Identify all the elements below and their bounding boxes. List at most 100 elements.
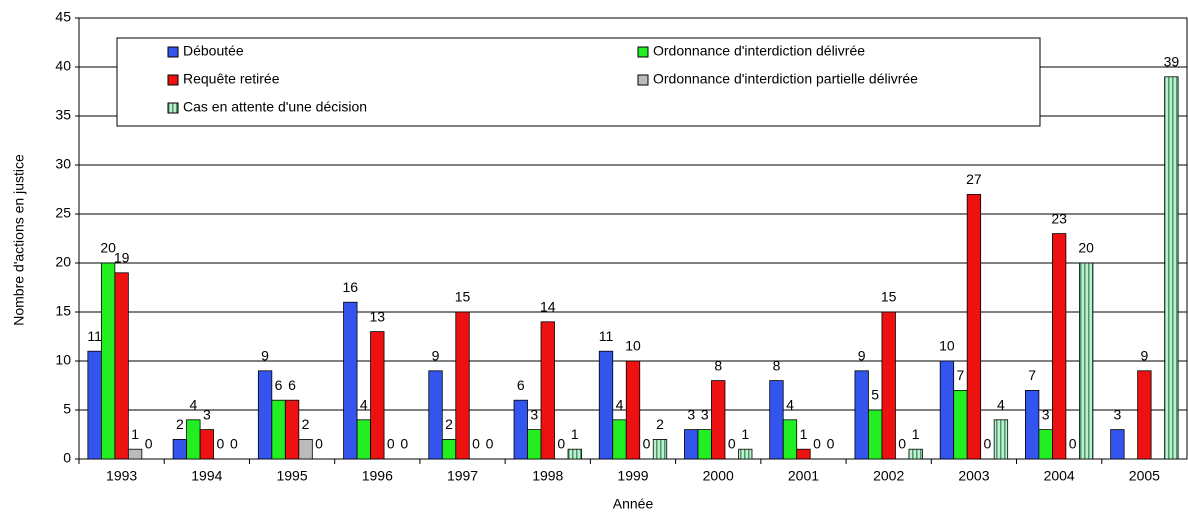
value-label: 1	[800, 426, 808, 442]
value-label: 0	[216, 436, 224, 452]
legend-swatch	[637, 74, 649, 86]
bar	[513, 399, 528, 460]
value-label: 9	[858, 348, 866, 364]
value-label: 2	[176, 416, 184, 432]
value-label: 5	[871, 387, 879, 403]
bar	[257, 370, 273, 460]
bar	[966, 193, 982, 460]
bar	[939, 360, 955, 460]
bar	[1052, 233, 1067, 460]
value-label: 1	[571, 426, 579, 442]
value-label: 10	[939, 338, 955, 354]
value-label: 4	[616, 397, 624, 413]
x-tick-label: 1997	[447, 468, 478, 484]
bar	[114, 272, 129, 460]
value-label: 3	[203, 406, 211, 422]
bar	[1164, 76, 1179, 460]
bar	[908, 448, 923, 460]
x-tick-label: 2001	[788, 468, 819, 484]
bar	[186, 419, 201, 460]
bar	[370, 331, 385, 460]
value-label: 16	[343, 279, 359, 295]
bar	[769, 380, 784, 460]
bar	[1038, 429, 1053, 460]
bar	[953, 389, 968, 460]
legend-swatch	[637, 46, 649, 58]
value-label: 6	[517, 377, 525, 393]
bar	[284, 399, 300, 460]
x-tick-label: 1998	[532, 468, 563, 484]
bar	[652, 438, 668, 460]
legend-label: Cas en attente d'une décision	[183, 99, 367, 115]
x-axis-title: Année	[613, 496, 654, 512]
y-tick-label: 30	[55, 156, 71, 172]
x-tick-label: 1994	[191, 468, 222, 484]
bar	[127, 448, 143, 460]
value-label: 4	[360, 397, 368, 413]
value-label: 0	[230, 436, 238, 452]
value-label: 11	[599, 328, 614, 344]
legend-swatch	[167, 74, 179, 86]
value-label: 14	[540, 299, 556, 315]
bar	[868, 409, 883, 460]
y-tick-label: 35	[55, 107, 71, 123]
legend-label: Ordonnance d'interdiction partielle déli…	[653, 71, 918, 87]
y-tick-label: 20	[55, 254, 71, 270]
value-label: 0	[1069, 436, 1077, 452]
bar	[455, 311, 470, 460]
x-tick-label: 1995	[276, 468, 307, 484]
value-label: 19	[114, 250, 130, 266]
value-label: 13	[370, 308, 386, 324]
bar	[172, 438, 187, 460]
value-label: 8	[773, 357, 781, 373]
value-label: 27	[966, 171, 982, 187]
value-label: 9	[261, 348, 269, 364]
value-label: 4	[189, 397, 197, 413]
bar	[625, 360, 641, 460]
value-label: 3	[1113, 406, 1121, 422]
bar	[441, 438, 457, 460]
value-label: 2	[445, 416, 453, 432]
value-label: 7	[957, 367, 965, 383]
value-label: 9	[1140, 348, 1148, 364]
bar	[598, 350, 614, 460]
y-tick-label: 15	[55, 303, 71, 319]
bar	[782, 419, 798, 460]
value-label: 6	[275, 377, 283, 393]
x-tick-label: 1999	[617, 468, 648, 484]
bar	[1110, 429, 1125, 460]
value-label: 11	[87, 328, 102, 344]
bar	[298, 438, 313, 460]
value-label: 8	[714, 357, 722, 373]
value-label: 1	[912, 426, 920, 442]
bar	[540, 321, 555, 460]
bar	[697, 429, 712, 460]
value-label: 9	[432, 348, 440, 364]
bar	[567, 448, 582, 460]
x-tick-label: 2002	[873, 468, 904, 484]
bar	[1025, 389, 1040, 460]
value-label: 0	[827, 436, 835, 452]
legend-label: Requête retirée	[183, 71, 280, 87]
y-tick-label: 45	[55, 9, 71, 25]
y-axis-title: Nombre d'actions en justice	[11, 154, 27, 326]
value-label: 0	[387, 436, 395, 452]
value-label: 0	[898, 436, 906, 452]
x-tick-label: 2000	[703, 468, 734, 484]
value-label: 0	[813, 436, 821, 452]
bar	[993, 419, 1009, 460]
value-label: 23	[1051, 210, 1067, 226]
x-tick-label: 2003	[958, 468, 989, 484]
value-label: 20	[100, 240, 116, 256]
y-tick-label: 5	[63, 401, 71, 417]
value-label: 3	[701, 406, 709, 422]
bar	[87, 350, 102, 460]
x-tick-label: 1996	[362, 468, 393, 484]
bar	[881, 311, 896, 460]
bar	[684, 429, 699, 460]
legend-swatch	[167, 102, 179, 114]
value-label: 1	[131, 426, 139, 442]
value-label: 15	[881, 289, 897, 305]
value-label: 3	[530, 406, 538, 422]
